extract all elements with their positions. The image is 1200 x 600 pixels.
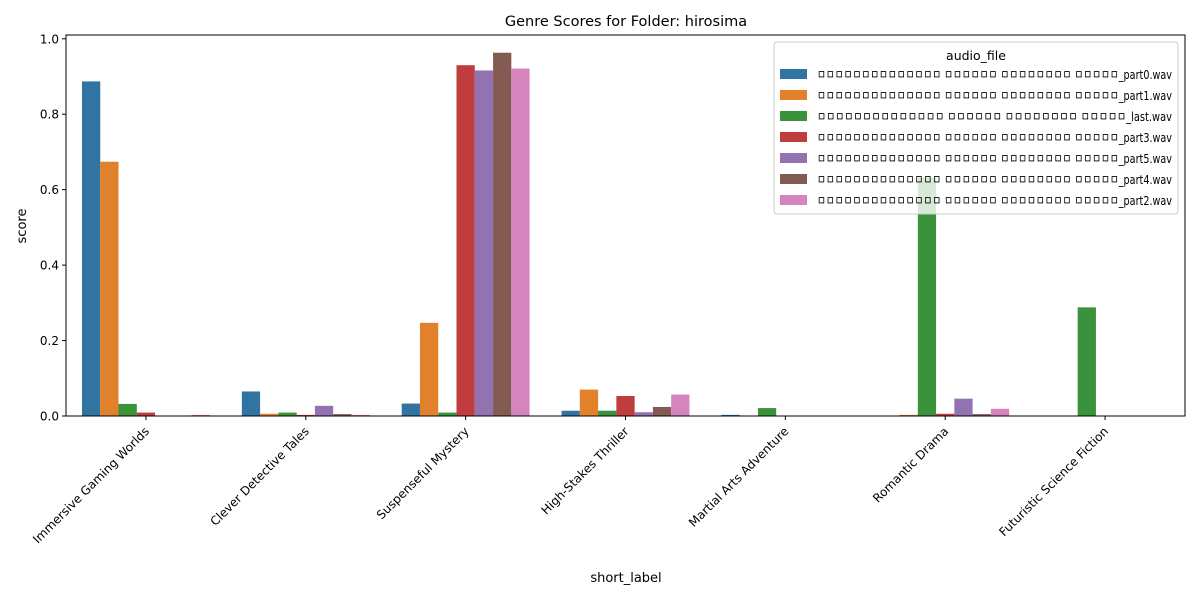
legend-label: ㅁㅁㅁㅁㅁㅁㅁㅁㅁㅁㅁㅁㅁㅁ ㅁㅁㅁㅁㅁㅁ ㅁㅁㅁㅁㅁㅁㅁㅁ ㅁㅁㅁㅁㅁ_par… [817, 193, 1172, 208]
bar [493, 52, 512, 416]
bar [561, 410, 580, 416]
x-tick-label: Romantic Drama [870, 424, 951, 505]
legend-box [773, 41, 1179, 215]
bar [511, 68, 530, 416]
bar [634, 412, 653, 416]
bar [100, 161, 119, 416]
x-tick-label: Futuristic Science Fiction [996, 424, 1111, 539]
bar [296, 414, 315, 416]
bar [1077, 307, 1096, 416]
bar [579, 389, 599, 416]
y-tick-label: 0.8 [40, 108, 59, 122]
bar [419, 322, 439, 416]
x-tick-label: Immersive Gaming Worlds [30, 424, 152, 546]
x-tick-label: Clever Detective Tales [208, 424, 312, 528]
legend-swatch [780, 174, 807, 184]
bar [333, 414, 352, 416]
bar [314, 405, 334, 416]
x-axis-label: short_label [590, 571, 661, 586]
x-tick-label: Martial Arts Adventure [686, 424, 791, 529]
bar [81, 81, 101, 417]
bar [191, 414, 210, 416]
bar [757, 408, 777, 416]
legend-label: ㅁㅁㅁㅁㅁㅁㅁㅁㅁㅁㅁㅁㅁㅁ ㅁㅁㅁㅁㅁㅁ ㅁㅁㅁㅁㅁㅁㅁㅁ ㅁㅁㅁㅁㅁ_las… [817, 109, 1172, 124]
y-tick-label: 0.2 [40, 334, 59, 348]
legend-swatch [780, 153, 807, 163]
bar [438, 412, 457, 416]
bar [917, 177, 937, 416]
bar [954, 398, 973, 416]
legend-title: audio_file [946, 48, 1006, 63]
bar [456, 65, 475, 417]
bar [118, 403, 137, 416]
bar [721, 414, 740, 416]
y-tick-label: 0.6 [40, 183, 59, 197]
legend-swatch [780, 90, 807, 100]
bar [401, 403, 420, 416]
bar [936, 413, 955, 416]
bar [474, 70, 494, 417]
bar [616, 396, 635, 416]
legend-label: ㅁㅁㅁㅁㅁㅁㅁㅁㅁㅁㅁㅁㅁㅁ ㅁㅁㅁㅁㅁㅁ ㅁㅁㅁㅁㅁㅁㅁㅁ ㅁㅁㅁㅁㅁ_par… [817, 151, 1172, 166]
legend-label: ㅁㅁㅁㅁㅁㅁㅁㅁㅁㅁㅁㅁㅁㅁ ㅁㅁㅁㅁㅁㅁ ㅁㅁㅁㅁㅁㅁㅁㅁ ㅁㅁㅁㅁㅁ_par… [817, 88, 1172, 103]
bar [278, 412, 297, 416]
bar [598, 410, 617, 416]
bar [899, 414, 918, 416]
y-axis-label: score [15, 209, 30, 244]
y-axis: 0.0 0.2 0.4 0.6 0.8 1.0 [40, 32, 66, 424]
chart-title: Genre Scores for Folder: hirosima [505, 14, 747, 30]
legend-swatch [780, 69, 807, 79]
x-tick-label: Suspenseful Mystery [374, 424, 472, 522]
x-axis: Immersive Gaming Worlds Clever Detective … [30, 416, 1111, 546]
legend-swatch [780, 132, 807, 142]
legend-swatch [780, 195, 807, 205]
bar [972, 414, 991, 416]
legend-label: ㅁㅁㅁㅁㅁㅁㅁㅁㅁㅁㅁㅁㅁㅁ ㅁㅁㅁㅁㅁㅁ ㅁㅁㅁㅁㅁㅁㅁㅁ ㅁㅁㅁㅁㅁ_par… [817, 130, 1172, 145]
y-tick-label: 0.0 [40, 410, 59, 424]
y-tick-label: 0.4 [40, 259, 59, 273]
plot-area [81, 52, 1096, 417]
y-tick-label: 1.0 [40, 32, 59, 46]
legend-label: ㅁㅁㅁㅁㅁㅁㅁㅁㅁㅁㅁㅁㅁㅁ ㅁㅁㅁㅁㅁㅁ ㅁㅁㅁㅁㅁㅁㅁㅁ ㅁㅁㅁㅁㅁ_par… [817, 67, 1172, 82]
legend: audio_file ㅁㅁㅁㅁㅁㅁㅁㅁㅁㅁㅁㅁㅁㅁ ㅁㅁㅁㅁㅁㅁ ㅁㅁㅁㅁㅁㅁㅁ… [773, 41, 1179, 215]
bar [260, 413, 279, 416]
legend-items: ㅁㅁㅁㅁㅁㅁㅁㅁㅁㅁㅁㅁㅁㅁ ㅁㅁㅁㅁㅁㅁ ㅁㅁㅁㅁㅁㅁㅁㅁ ㅁㅁㅁㅁㅁ_par… [780, 67, 1172, 208]
bar [241, 391, 261, 416]
bar [671, 394, 690, 416]
bar [351, 414, 370, 416]
legend-label: ㅁㅁㅁㅁㅁㅁㅁㅁㅁㅁㅁㅁㅁㅁ ㅁㅁㅁㅁㅁㅁ ㅁㅁㅁㅁㅁㅁㅁㅁ ㅁㅁㅁㅁㅁ_par… [817, 172, 1172, 187]
legend-swatch [780, 111, 807, 121]
bar [652, 406, 672, 416]
bar [136, 412, 156, 416]
x-tick-label: High-Stakes Thriller [538, 424, 631, 517]
bar [990, 408, 1010, 416]
